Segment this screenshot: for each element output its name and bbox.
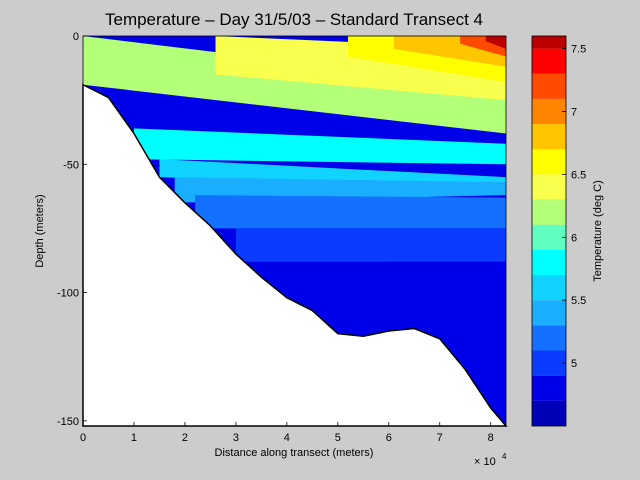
colorbar-swatch: [532, 400, 566, 426]
colorbar-tick-label: 5: [571, 358, 577, 370]
colorbar-swatch: [532, 224, 566, 250]
colorbar-tick-label: 6.5: [571, 169, 586, 181]
plot-area: [82, 35, 508, 427]
colorbar-swatch: [532, 73, 566, 99]
x-tick-label: 8: [488, 432, 494, 444]
colorbar-swatch: [532, 149, 566, 175]
y-axis-ticks: 0 -50 -100 -150: [57, 31, 87, 428]
x-tick-label: 7: [437, 432, 443, 444]
colorbar-swatch: [532, 275, 566, 301]
colorbar-ticks: 5 5.5 6 6.5 7 7.5: [562, 44, 586, 370]
x-tick-label: 1: [131, 432, 137, 444]
x-tick-label: 6: [386, 432, 392, 444]
x-tick-label: 0: [80, 432, 86, 444]
temperature-band: [83, 36, 506, 134]
x-axis-label: Distance along transect (meters): [215, 447, 374, 459]
temperature-band: [133, 128, 506, 165]
colorbar-label: Temperature (deg C): [592, 180, 604, 282]
x-tick-label: 2: [182, 432, 188, 444]
colorbar-swatch: [532, 325, 566, 351]
temperature-band: [235, 228, 506, 262]
x-tick-label: 3: [233, 432, 239, 444]
colorbar-tick-label: 5.5: [571, 295, 586, 307]
temperature-band: [195, 195, 506, 229]
y-tick-label: -50: [63, 159, 79, 171]
colorbar-swatch: [532, 300, 566, 326]
colorbar-swatch: [532, 174, 566, 200]
seafloor-profile: [82, 83, 508, 427]
colorbar-tick-label: 7: [571, 106, 577, 118]
colorbar-swatch: [532, 249, 566, 276]
colorbar-frame: [531, 35, 567, 427]
x-axis-ticks: 0 1 2 3 4 5 6 7 8: [80, 422, 494, 444]
temperature-band: [485, 36, 506, 49]
colorbar-tick-label: 7.5: [571, 44, 586, 56]
colorbar-swatch: [532, 124, 566, 150]
x-axis-exponent-label: × 10: [474, 456, 496, 468]
temperature-band: [388, 261, 506, 426]
colorbar-swatches: [532, 36, 566, 426]
y-tick-label: -100: [57, 288, 79, 300]
chart-title: Temperature – Day 31/5/03 – Standard Tra…: [105, 10, 483, 29]
x-tick-label: 5: [335, 432, 341, 444]
y-axis-label: Depth (meters): [34, 194, 46, 267]
colorbar-tick-label: 6: [571, 232, 577, 244]
colorbar-swatch: [532, 350, 566, 376]
colorbar-swatch: [532, 36, 566, 49]
x-tick-label: 4: [284, 432, 290, 444]
colorbar-swatch: [532, 199, 566, 225]
colorbar-swatch: [532, 48, 566, 74]
temperature-bands: [83, 36, 507, 426]
y-tick-label: -150: [57, 416, 79, 428]
plot-frame: [82, 35, 507, 427]
colorbar-swatch: [532, 375, 566, 401]
y-tick-label: 0: [73, 31, 79, 43]
x-axis-exponent-value: 4: [502, 452, 507, 461]
colorbar: 5 5.5 6 6.5 7 7.5 Temperature (deg C): [531, 35, 604, 427]
colorbar-swatch: [532, 98, 566, 125]
